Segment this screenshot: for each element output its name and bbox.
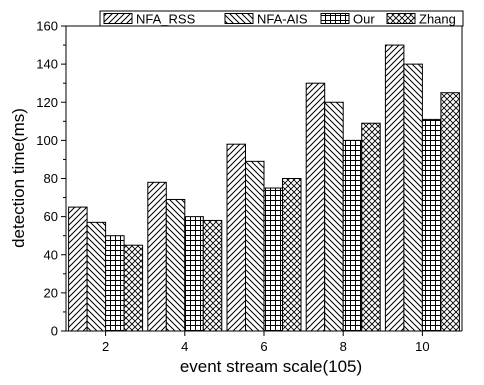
bar-Our-6: [263, 187, 283, 332]
bar-NFA_RSS-4: [147, 181, 167, 332]
legend-label-NFA-AIS: NFA-AIS: [257, 12, 308, 27]
legend-label-NFA_RSS: NFA_RSS: [136, 12, 196, 27]
bar-Our-10: [421, 118, 442, 332]
x-axis-title: event stream scale(105): [180, 357, 362, 376]
y-axis-title: detection time(ms): [9, 108, 28, 248]
bar-NFA_RSS-10: [384, 44, 405, 332]
bar-Zhang-4: [202, 219, 223, 332]
legend-swatch-Our: [320, 13, 350, 24]
bar-Zhang-6: [282, 178, 302, 332]
y-tick-label: 60: [44, 209, 58, 224]
x-tick-label: 6: [260, 339, 267, 354]
x-tick-label: 8: [340, 339, 347, 354]
bar-Zhang-8: [361, 122, 381, 332]
legend-swatch-Zhang: [386, 13, 416, 24]
y-tick-label: 160: [36, 19, 58, 34]
bar-NFA-AIS-4: [165, 198, 186, 332]
y-tick-label: 0: [51, 324, 58, 339]
legend-label-Our: Our: [353, 12, 375, 27]
y-tick-label: 40: [44, 247, 58, 262]
bar-NFA-AIS-10: [403, 63, 423, 332]
bar-NFA_RSS-6: [226, 143, 246, 332]
legend-swatch-NFA_RSS: [103, 13, 133, 24]
y-tick-label: 80: [44, 171, 58, 186]
x-tick-label: 4: [181, 339, 188, 354]
bar-NFA-AIS-6: [245, 160, 265, 332]
x-tick-label: 10: [415, 339, 429, 354]
bar-NFA_RSS-2: [68, 206, 88, 332]
bar-Our-4: [184, 216, 204, 332]
bar-Our-2: [105, 235, 125, 332]
bar-Zhang-2: [123, 244, 144, 332]
bar-Our-8: [342, 139, 363, 332]
legend-box: [99, 10, 464, 27]
bar-NFA-AIS-2: [86, 221, 107, 332]
bar-Zhang-10: [440, 92, 460, 332]
legend-swatch-NFA-AIS: [224, 13, 254, 24]
x-tick-label: 2: [102, 339, 109, 354]
y-tick-label: 140: [36, 57, 58, 72]
y-tick-label: 100: [36, 133, 58, 148]
y-tick-label: 120: [36, 95, 58, 110]
legend-label-Zhang: Zhang: [419, 12, 456, 27]
bar-NFA-AIS-8: [324, 101, 344, 332]
y-tick-label: 20: [44, 285, 58, 300]
bar-NFA_RSS-8: [305, 82, 326, 332]
